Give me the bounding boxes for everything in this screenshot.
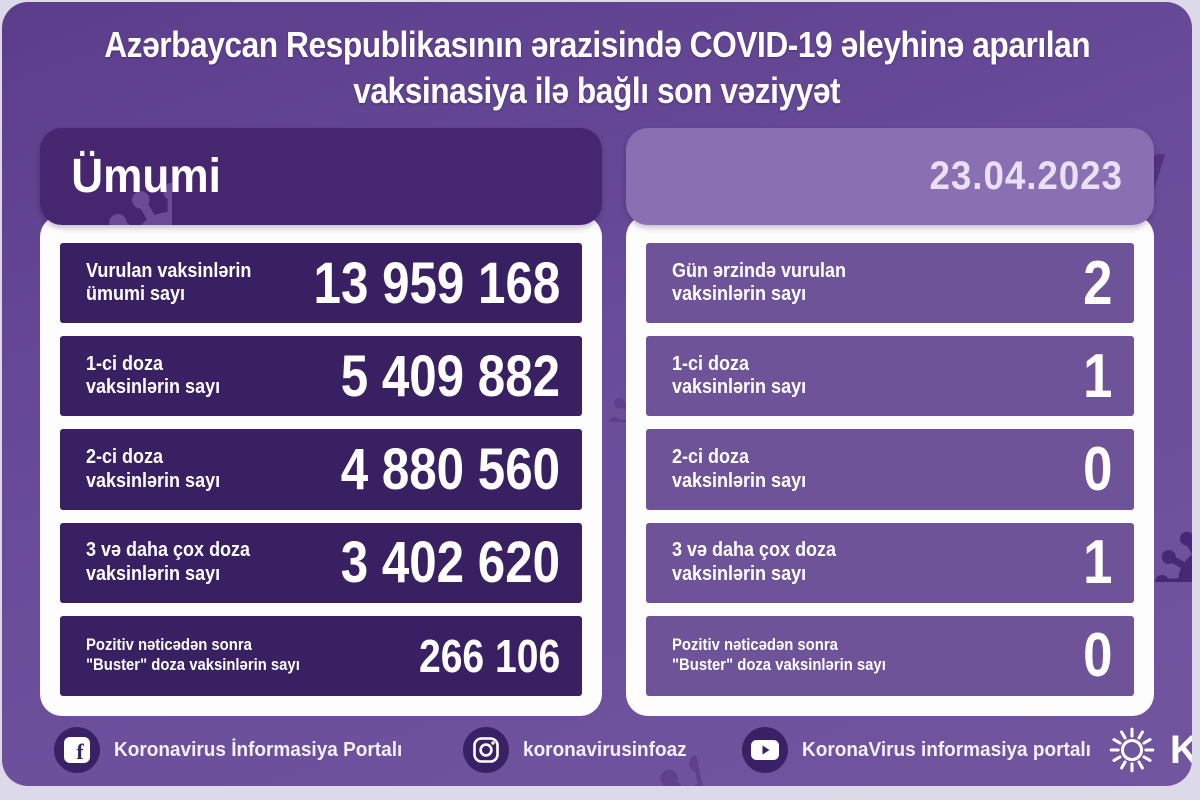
youtube-link[interactable]: KoronaVirus informasiya portalı [741,727,1106,773]
facebook-link[interactable]: f Koronavirus İnformasiya Portalı [54,727,417,773]
stat-row-total-dose3plus: 3 və daha çox doza vaksinlərin sayı 3 402… [60,522,583,603]
brand-name: KoronaVirus [1169,727,1192,772]
date-header: 23.04.2023 [626,128,1154,225]
koronavirus-logo: KoronaVirus info [1106,724,1192,776]
stat-row-daily-booster: Pozitiv nəticədən sonra "Buster" doza vak… [646,615,1134,697]
total-stats-panel: Ümumi Vurulan vaksinlərin ümumi sayı 13 9… [40,128,603,716]
stat-row-daily-all: Gün ərzində vurulan vaksinlərin sayı 2 [646,243,1134,324]
stat-row-total-dose2: 2-ci doza vaksinlərin sayı 4 880 560 [60,429,583,510]
stat-value: 266 106 [418,629,561,682]
instagram-icon [463,727,510,773]
stats-columns: Ümumi Vurulan vaksinlərin ümumi sayı 13 9… [40,128,1154,716]
report-date: 23.04.2023 [929,154,1123,198]
stat-value: 2 [1082,248,1112,318]
stat-label: 3 və daha çox doza vaksinlərin sayı [672,539,837,585]
youtube-label: KoronaVirus informasiya portalı [801,738,1091,761]
stat-row-daily-dose2: 2-ci doza vaksinlərin sayı 0 [646,429,1134,510]
instagram-link[interactable]: koronavirusinfoaz [463,727,695,773]
stat-value: 0 [1082,621,1112,691]
svg-text:f: f [76,739,84,763]
instagram-label: koronavirusinfoaz [523,738,688,761]
stat-value: 1 [1082,341,1112,411]
stat-row-total-all: Vurulan vaksinlərin ümumi sayı 13 959 168 [60,243,583,324]
stat-label: 1-ci doza vaksinlərin sayı [86,352,221,399]
stat-value: 4 880 560 [340,437,561,502]
title-line-1: Azərbaycan Respublikasının ərazisində CO… [104,24,1090,65]
stat-value: 0 [1082,435,1112,504]
stat-label: 2-ci doza vaksinlərin sayı [86,445,221,492]
stat-label: Gün ərzində vurulan vaksinlərin sayı [672,259,847,306]
stat-row-total-dose1: 1-ci doza vaksinlərin sayı 5 409 882 [60,336,583,417]
stat-label: 3 və daha çox doza vaksinlərin sayı [86,539,251,585]
total-panel-body: Vurulan vaksinlərin ümumi sayı 13 959 168… [40,215,603,716]
stat-label: Pozitiv nəticədən sonra "Buster" doza vak… [86,636,300,674]
virus-logo-icon [1109,727,1155,773]
stat-value: 5 409 882 [340,343,561,409]
stat-value: 13 959 168 [313,250,561,316]
stat-label: Pozitiv nəticədən sonra "Buster" doza vak… [672,636,886,674]
footer: f Koronavirus İnformasiya Portalı korona… [2,722,1192,786]
facebook-label: Koronavirus İnformasiya Portalı [114,738,403,761]
stat-row-daily-dose1: 1-ci doza vaksinlərin sayı 1 [646,336,1134,417]
total-header: Ümumi [40,128,603,225]
facebook-icon: f [54,727,100,773]
total-header-label: Ümumi [71,150,221,203]
youtube-icon [741,727,788,773]
daily-panel-body: Gün ərzində vurulan vaksinlərin sayı 2 1-… [626,215,1154,716]
daily-stats-panel: 23.04.2023 Gün ərzində vurulan vaksinləri… [626,128,1154,716]
stat-label: 2-ci doza vaksinlərin sayı [672,445,807,492]
title-line-2: vaksinasiya ilə bağlı son vəziyyət [353,70,841,111]
stat-row-daily-dose3plus: 3 və daha çox doza vaksinlərin sayı 1 [646,522,1134,603]
stat-value: 1 [1082,528,1112,598]
stat-label: Vurulan vaksinlərin ümumi sayı [86,259,252,306]
stat-value: 3 402 620 [340,530,561,596]
infographic-card: Azərbaycan Respublikasının ərazisində CO… [2,2,1192,786]
page-title: Azərbaycan Respublikasının ərazisində CO… [2,2,1192,126]
stat-label: 1-ci doza vaksinlərin sayı [672,352,807,399]
stat-row-total-booster: Pozitiv nəticədən sonra "Buster" doza vak… [60,615,583,697]
